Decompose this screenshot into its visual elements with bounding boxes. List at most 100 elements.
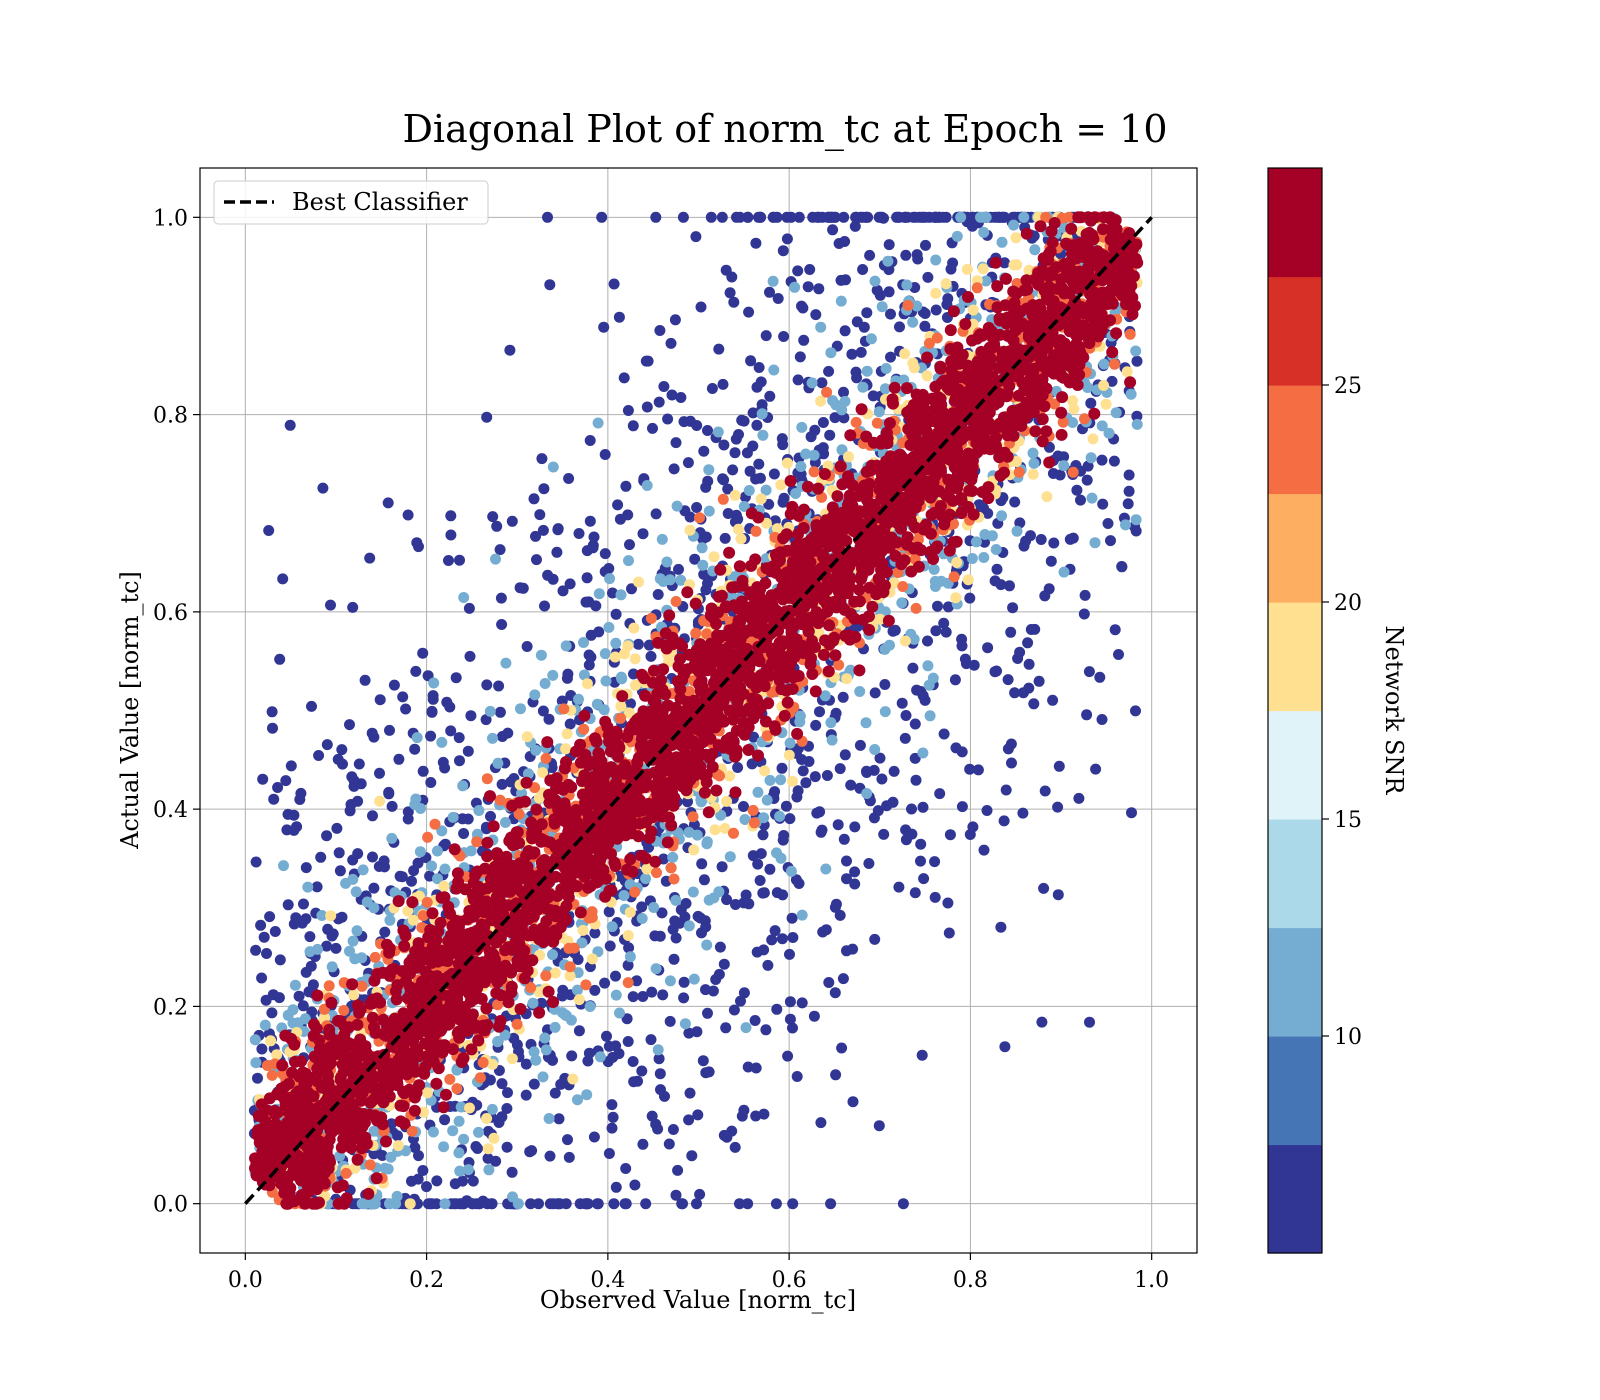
scatter-point (878, 828, 890, 840)
scatter-point (883, 286, 895, 298)
scatter-point (603, 563, 615, 574)
scatter-point (789, 281, 801, 293)
scatter-point (562, 668, 574, 680)
scatter-point (650, 211, 662, 223)
scatter-point (883, 239, 895, 251)
scatter-point (259, 1019, 271, 1031)
scatter-point (930, 287, 942, 299)
scatter-point (588, 1131, 600, 1143)
scatter-point (330, 942, 342, 954)
scatter-point (917, 747, 929, 759)
scatter-point (599, 449, 611, 460)
scatter-point (874, 752, 886, 764)
scatter-point (607, 587, 618, 599)
scatter-point (304, 931, 316, 943)
scatter-point (657, 989, 669, 1001)
scatter-point (379, 926, 391, 938)
scatter-point (436, 736, 448, 748)
scatter-point (710, 784, 723, 797)
scatter-point (284, 419, 296, 431)
scatter-point (289, 979, 301, 991)
scatter-point (743, 485, 755, 496)
scatter-point (465, 845, 477, 857)
scatter-point (1023, 682, 1035, 694)
scatter-point (455, 1198, 467, 1210)
scatter-point (553, 1198, 564, 1210)
scatter-point (717, 473, 729, 485)
scatter-point (764, 863, 776, 875)
scatter-point (977, 263, 989, 275)
scatter-point (843, 451, 854, 463)
scatter-point (665, 862, 677, 874)
scatter-point (978, 226, 990, 238)
scatter-point (656, 907, 668, 919)
scatter-point (719, 823, 731, 834)
scatter-point (471, 836, 483, 848)
scatter-point (839, 395, 851, 407)
scatter-point (540, 970, 552, 982)
scatter-point (1058, 460, 1070, 472)
scatter-point (603, 1040, 615, 1052)
scatter-point (536, 453, 548, 465)
scatter-point (784, 1013, 796, 1025)
scatter-point (427, 1126, 439, 1138)
scatter-point (753, 458, 765, 470)
scatter-point (758, 1108, 770, 1120)
scatter-point (457, 780, 469, 792)
scatter-point (578, 723, 590, 735)
scatter-point (397, 691, 409, 703)
scatter-point (869, 744, 881, 755)
scatter-point (896, 697, 908, 709)
scatter-point (698, 568, 710, 580)
scatter-point (537, 524, 549, 536)
scatter-point (272, 782, 284, 793)
scatter-point (445, 510, 457, 522)
scatter-point (628, 622, 640, 634)
scatter-point (1009, 687, 1021, 699)
scatter-point (732, 523, 744, 535)
scatter-point (757, 429, 769, 441)
scatter-point (386, 800, 398, 812)
scatter-point (449, 1178, 461, 1190)
scatter-point (563, 1151, 575, 1163)
scatter-point (1000, 784, 1012, 796)
scatter-point (481, 773, 493, 785)
scatter-point (612, 499, 624, 511)
scatter-point (512, 1198, 524, 1210)
scatter-point (481, 1113, 493, 1124)
scatter-point (1038, 882, 1050, 894)
scatter-point (627, 420, 639, 432)
scatter-point (906, 803, 917, 815)
scatter-point (899, 635, 911, 647)
scatter-point (1014, 646, 1026, 658)
scatter-point (453, 1115, 465, 1127)
scatter-point (821, 386, 833, 398)
scatter-point (1035, 534, 1047, 545)
scatter-point (1047, 694, 1059, 706)
scatter-point (486, 1103, 498, 1115)
scatter-point (871, 284, 883, 296)
scatter-point (657, 576, 669, 587)
scatter-point (864, 249, 876, 261)
scatter-point (1009, 496, 1021, 508)
scatter-point (942, 601, 954, 613)
scatter-point (584, 435, 596, 446)
scatter-point (732, 513, 744, 525)
scatter-point (525, 1198, 537, 1210)
scatter-point (930, 581, 941, 592)
scatter-point (563, 473, 575, 484)
scatter-point (249, 1034, 261, 1046)
scatter-point (729, 489, 741, 501)
scatter-point (400, 703, 412, 715)
scatter-point (580, 596, 592, 608)
scatter-point (1113, 649, 1124, 660)
scatter-point (945, 263, 957, 275)
scatter-point (621, 1013, 633, 1025)
scatter-point (964, 829, 976, 840)
scatter-point (627, 1056, 639, 1067)
scatter-point (776, 433, 788, 445)
scatter-point (756, 408, 768, 420)
scatter-point (825, 717, 837, 729)
scatter-point (851, 316, 863, 328)
scatter-point (893, 881, 905, 893)
